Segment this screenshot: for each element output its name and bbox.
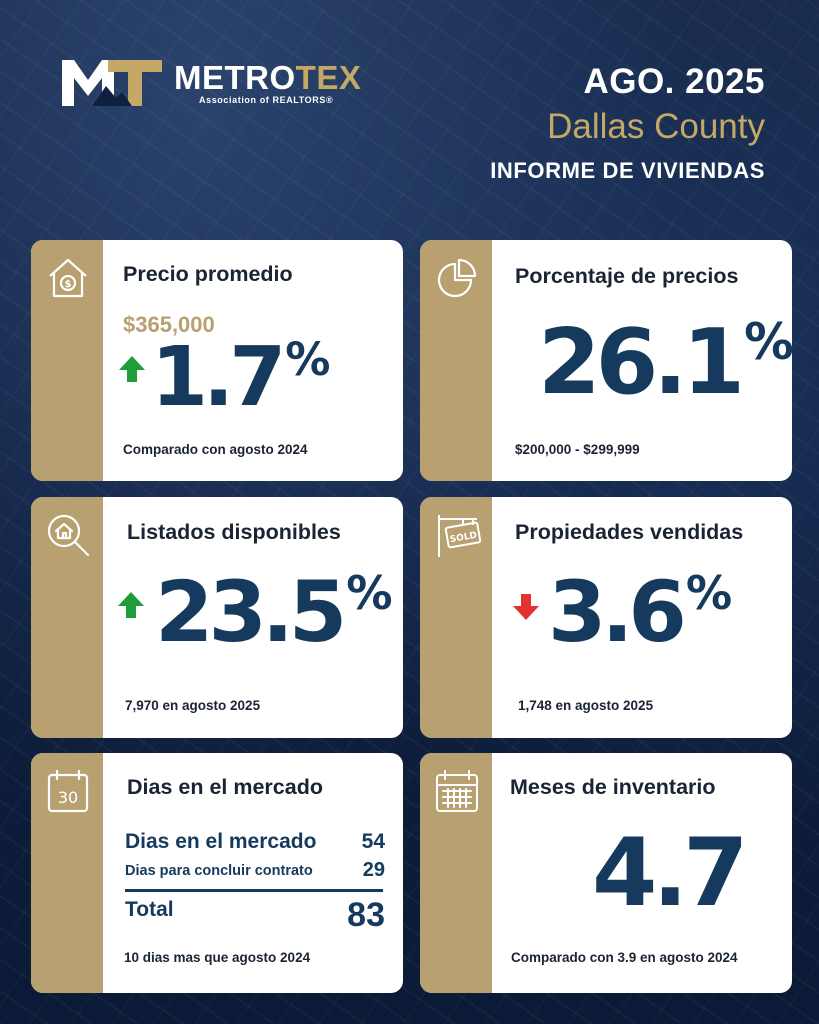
card-footnote: 1,748 en agosto 2025: [518, 698, 654, 713]
logo-wordmark: METROTEX: [174, 59, 362, 96]
card-avg-price: $ Precio promedio $365,000 1.7% Comparad…: [31, 240, 403, 481]
sold-change: 3.6%: [548, 563, 733, 661]
card-rail: [420, 753, 492, 993]
report-header: AGO. 2025 Dallas County INFORME DE VIVIE…: [490, 62, 765, 186]
calendar-grid-icon: [436, 770, 478, 812]
card-footnote: 10 dias mas que agosto 2024: [124, 950, 311, 965]
dom-row-value: 29: [362, 859, 385, 881]
active-listings-change: 23.5%: [155, 563, 393, 661]
dom-total-label: Total: [125, 898, 174, 921]
card-title: Meses de inventario: [510, 775, 716, 799]
card-footnote: Comparado con 3.9 en agosto 2024: [511, 950, 738, 965]
dom-row-label: Dias para concluir contrato: [125, 863, 313, 879]
dom-row-label: Dias en el mercado: [125, 830, 317, 853]
report-month: AGO. 2025: [583, 62, 765, 101]
report-county: Dallas County: [547, 107, 765, 146]
svg-text:SOLD: SOLD: [449, 531, 478, 546]
house-dollar-icon: $: [49, 258, 87, 298]
price-share-value: 26.1%: [538, 310, 792, 415]
price-range: $200,000 - $299,999: [515, 442, 640, 457]
card-title: Listados disponibles: [127, 520, 341, 544]
card-title: Dias en el mercado: [127, 775, 323, 799]
card-active-listings: Listados disponibles 23.5% 7,970 en agos…: [31, 497, 403, 738]
report-title: INFORME DE VIVIENDAS: [490, 158, 765, 183]
dom-row-value: 54: [361, 830, 385, 853]
arrow-down-icon: [513, 594, 539, 620]
avg-price-change: 1.7%: [151, 330, 331, 425]
house-search-icon: [47, 514, 90, 557]
pie-chart-icon: [437, 258, 477, 298]
metrotex-logo: METROTEX Association of REALTORS®: [62, 56, 382, 112]
card-title: Precio promedio: [123, 262, 293, 286]
sold-sign-icon: SOLD: [438, 515, 481, 557]
card-months-inventory: Meses de inventario 4.7 Comparado con 3.…: [420, 753, 792, 993]
card-footnote: 7,970 en agosto 2025: [125, 698, 261, 713]
svg-text:$: $: [65, 279, 72, 290]
card-rail: [31, 753, 103, 993]
card-rail: [31, 240, 103, 481]
card-footnote: Comparado con agosto 2024: [123, 442, 308, 457]
card-sold: SOLD Propiedades vendidas 3.6% 1,748 en …: [420, 497, 792, 738]
months-inventory-value: 4.7: [592, 819, 749, 928]
logo-mark-icon: [62, 60, 162, 106]
svg-text:30: 30: [58, 788, 78, 807]
dom-total-value: 83: [347, 896, 385, 934]
arrow-up-icon: [118, 592, 144, 618]
card-title: Porcentaje de precios: [515, 264, 739, 288]
card-days-on-market: 30 Dias en el mercado Dias en el mercado…: [31, 753, 403, 993]
card-title: Propiedades vendidas: [515, 520, 744, 544]
avg-price-value: $365,000: [123, 312, 215, 337]
card-price-share: Porcentaje de precios 26.1% $200,000 - $…: [420, 240, 792, 481]
logo-tagline: Association of REALTORS®: [199, 95, 334, 105]
arrow-up-icon: [119, 356, 145, 382]
calendar-30-icon: 30: [47, 769, 89, 813]
dom-divider: [125, 889, 383, 892]
